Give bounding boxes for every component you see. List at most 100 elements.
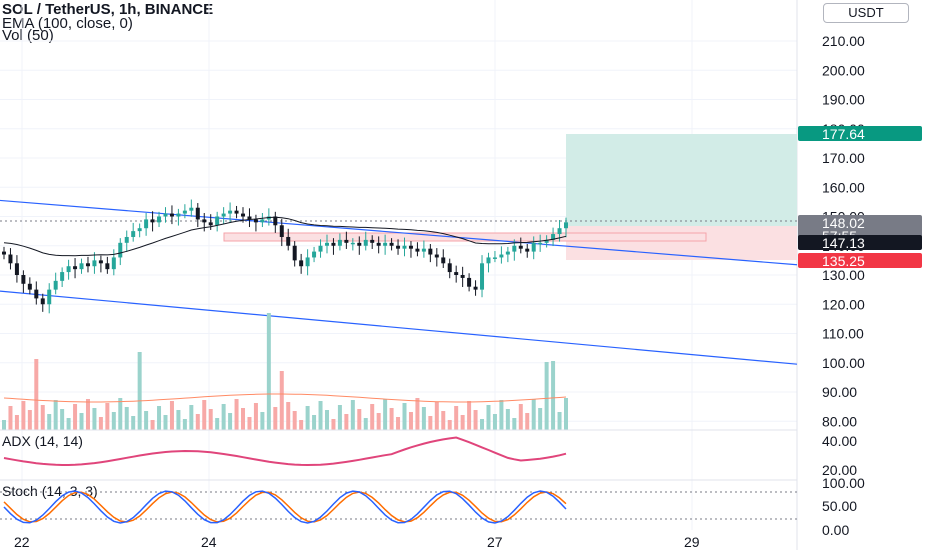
- range-box[interactable]: [223, 232, 707, 242]
- volume-bar: [286, 402, 291, 430]
- stoch-tick-label: 100.00: [822, 475, 865, 491]
- volume-bar: [8, 406, 13, 430]
- stoch-k-line: [3, 490, 567, 524]
- volume-bar: [215, 418, 220, 430]
- volume-bar: [473, 410, 478, 430]
- candle-body: [228, 210, 233, 214]
- candle-body: [118, 242, 123, 258]
- volume-bar: [447, 420, 452, 430]
- volume-bar: [124, 407, 129, 430]
- volume-bar: [195, 414, 200, 430]
- candle-body: [137, 228, 142, 232]
- volume-bar: [441, 411, 446, 430]
- volume-bar: [105, 403, 110, 430]
- candle-body: [441, 257, 446, 264]
- price-tick-label: 200.00: [822, 62, 865, 78]
- target-price-tag: [798, 126, 922, 141]
- candle-body: [208, 222, 213, 226]
- trendline-lower-channel[interactable]: [0, 290, 798, 365]
- volume-bar: [299, 420, 304, 430]
- volume-bar: [370, 404, 375, 430]
- candle-body: [344, 239, 349, 243]
- volume-bar: [73, 404, 78, 430]
- candle-body: [531, 242, 536, 252]
- volume-bar: [557, 412, 562, 430]
- candle-body: [467, 277, 472, 287]
- candle-body: [221, 213, 226, 217]
- candle-body: [421, 248, 426, 252]
- volume-bar: [564, 398, 568, 430]
- price-tick-label: 130.00: [822, 267, 865, 283]
- target-price-tag-text: 177.64: [822, 126, 865, 142]
- volume-bar: [531, 399, 536, 430]
- candle-body: [66, 266, 71, 273]
- candle-body: [480, 263, 485, 290]
- date-tick-label: 24: [201, 534, 217, 550]
- date-tick-label: 29: [684, 534, 700, 550]
- volume-bar: [92, 408, 97, 430]
- candle-body: [544, 239, 549, 243]
- stoch-d-line: [3, 491, 567, 523]
- volume-bar: [434, 402, 439, 430]
- candle-body: [505, 251, 510, 255]
- volume-bar: [402, 403, 407, 430]
- candle-body: [27, 283, 32, 290]
- volume-bar: [396, 417, 401, 430]
- volume-bar: [98, 417, 103, 430]
- candle-body: [21, 275, 26, 284]
- volume-bar: [415, 398, 420, 430]
- volume-bar: [518, 404, 523, 430]
- candle-body: [34, 289, 39, 299]
- volume-bar: [27, 410, 32, 430]
- candle-body: [499, 254, 504, 258]
- price-tick-label: 160.00: [822, 179, 865, 195]
- volume-bar: [85, 399, 90, 430]
- price-tick-label: 120.00: [822, 296, 865, 312]
- candle-body: [157, 216, 162, 223]
- candle-body: [111, 257, 116, 270]
- price-tick-label: 80.00: [822, 413, 857, 429]
- stop-price-tag-text: 135.25: [822, 253, 865, 269]
- candle-body: [402, 245, 407, 249]
- price-tick-label: 190.00: [822, 92, 865, 108]
- candle-body: [525, 248, 530, 252]
- trendline-upper-channel[interactable]: [0, 199, 798, 266]
- ema-line: [3, 216, 567, 257]
- volume-bar: [344, 414, 349, 430]
- candle-body: [396, 245, 401, 249]
- candle-body: [492, 257, 497, 259]
- candle-body: [557, 228, 562, 235]
- candle-body: [105, 263, 110, 270]
- volume-bar: [512, 418, 517, 430]
- volume-bar: [324, 410, 329, 430]
- volume-bar: [350, 400, 355, 430]
- date-tick-label: 22: [14, 534, 30, 550]
- volume-ma-line: [3, 393, 567, 403]
- volume-bar: [376, 413, 381, 430]
- candle-body: [215, 216, 220, 226]
- volume-bar: [176, 410, 181, 430]
- price-tick-label: 210.00: [822, 33, 865, 49]
- volume-bar: [14, 415, 19, 430]
- stoch-tick-label: 0.00: [822, 522, 849, 538]
- candle-body: [434, 254, 439, 258]
- volume-bar: [480, 419, 485, 430]
- candle-body: [85, 263, 90, 267]
- currency-selector-button[interactable]: USDT: [823, 3, 909, 23]
- candle-body: [273, 216, 278, 226]
- symbol-title: SOL / TetherUS, 1h, BINANCE: [2, 1, 214, 18]
- candle-body: [337, 239, 342, 246]
- volume-bar: [66, 418, 71, 430]
- target-zone[interactable]: [566, 134, 797, 226]
- candle-body: [53, 280, 58, 290]
- candle-body: [376, 242, 381, 246]
- stop-zone[interactable]: [566, 226, 797, 260]
- volume-bar: [312, 415, 317, 430]
- volume-bar: [21, 401, 26, 430]
- candle-body: [564, 222, 568, 229]
- candle-body: [408, 245, 413, 249]
- candle-body: [79, 263, 84, 270]
- volume-bar: [253, 403, 258, 430]
- volume-bar: [169, 401, 174, 430]
